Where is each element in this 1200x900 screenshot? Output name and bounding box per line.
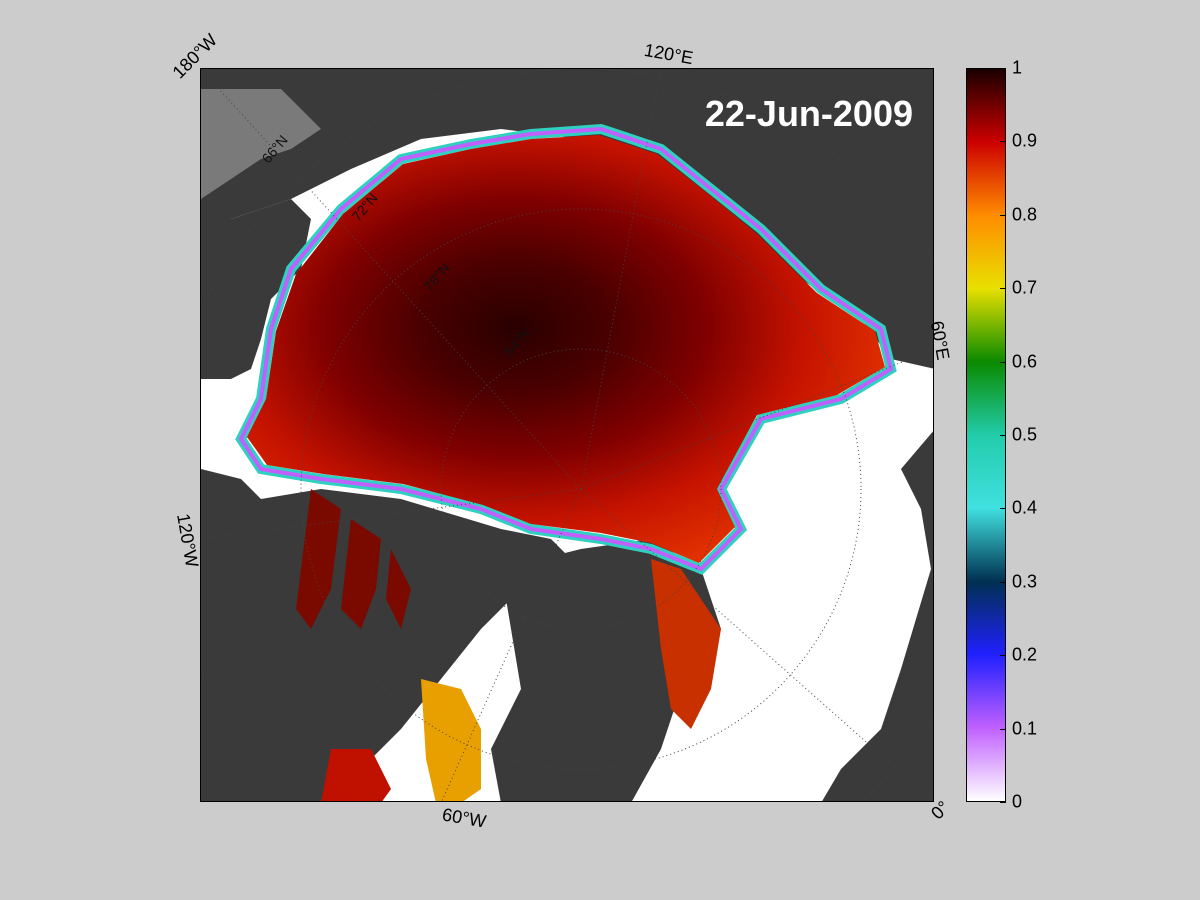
east-greenland-ice	[651, 559, 721, 729]
land-masses	[201, 69, 933, 801]
colorbar-tick-mark	[1000, 655, 1006, 657]
colorbar-tick-mark	[1000, 508, 1006, 510]
colorbar-tick-label: 0.6	[1012, 351, 1038, 372]
colorbar-tick-label: 0.3	[1012, 571, 1038, 592]
hudson-ice	[321, 749, 391, 801]
colorbar-tick-mark	[1000, 68, 1006, 69]
colorbar-tick-label: 0	[1012, 791, 1023, 812]
colorbar-tick-mark	[1000, 214, 1006, 216]
lon-label-60w: 60°W	[440, 804, 488, 832]
colorbar-tick-mark	[1000, 288, 1006, 290]
colorbar-tick-label: 0.4	[1012, 497, 1038, 518]
colorbar-tick-mark	[1000, 728, 1006, 730]
sea-ice-map: 22-Jun-2009 66°N 72°N 78°N 84°N	[200, 68, 934, 802]
graticule	[201, 69, 933, 801]
colorbar-tick-label: 0.1	[1012, 718, 1038, 739]
lon-label-120e: 120°E	[642, 39, 695, 69]
colorbar-tick-label: 0.2	[1012, 644, 1038, 665]
colorbar-tick-label: 0.9	[1012, 130, 1038, 151]
colorbar-tick-label: 0.7	[1012, 277, 1038, 298]
colorbar-tick-mark	[1000, 361, 1006, 363]
colorbar-tick-mark	[1000, 435, 1006, 436]
polar-projection	[201, 69, 933, 801]
ice-edge-violet	[238, 126, 894, 572]
archipelago-ice	[296, 489, 411, 629]
colorbar-tick-mark	[1000, 802, 1006, 803]
colorbar-tick-label: 1	[1012, 57, 1023, 78]
baffin-ice	[421, 679, 481, 801]
colorbar-tick-label: 0.5	[1012, 424, 1038, 445]
colorbar-tick-label: 0.8	[1012, 204, 1038, 225]
no-data-region	[201, 89, 321, 199]
lon-label-120w: 120°W	[173, 511, 203, 569]
colorbar-tick-mark	[1000, 141, 1006, 143]
date-label: 22-Jun-2009	[704, 93, 913, 134]
sea-ice-pack	[247, 135, 885, 563]
colorbar-tick-mark	[1000, 581, 1006, 583]
